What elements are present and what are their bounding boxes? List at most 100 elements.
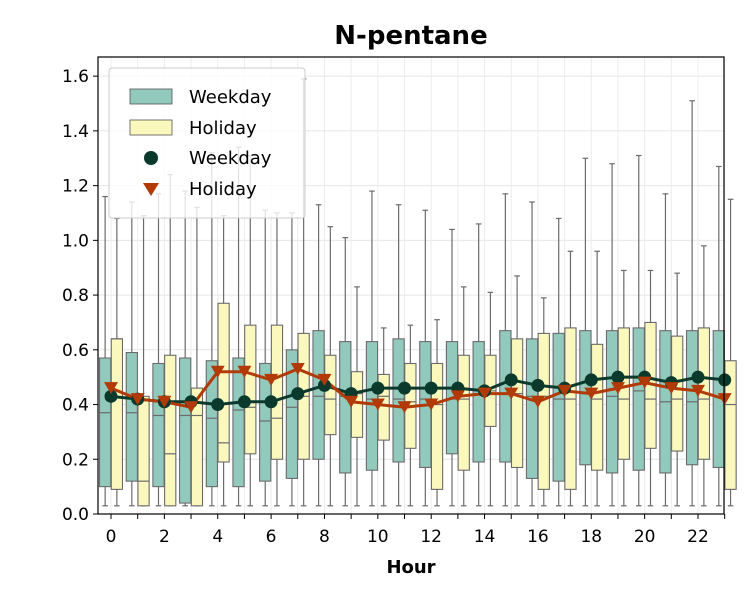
holiday-mean-point bbox=[477, 387, 492, 400]
holiday-box bbox=[324, 354, 337, 436]
y-tick-label: 0.2 bbox=[62, 450, 89, 470]
holiday-box bbox=[671, 335, 684, 452]
holiday-box-hour bbox=[457, 286, 470, 507]
holiday-box bbox=[164, 354, 177, 507]
holiday-box bbox=[217, 302, 230, 463]
holiday-box bbox=[564, 327, 577, 490]
y-tick-label: 0.0 bbox=[62, 505, 89, 525]
weekday-box-hour bbox=[419, 209, 432, 507]
holiday-mean-point bbox=[424, 398, 439, 411]
holiday-mean-point bbox=[664, 382, 679, 395]
weekday-box-hour bbox=[179, 190, 192, 507]
weekday-box-hour bbox=[339, 237, 352, 507]
holiday-mean-point bbox=[450, 390, 465, 403]
holiday-box bbox=[457, 354, 470, 471]
y-tick-label: 1.0 bbox=[62, 231, 89, 251]
x-tick-label: 2 bbox=[159, 527, 170, 547]
holiday-box-hour bbox=[190, 206, 204, 507]
x-tick-label: 8 bbox=[319, 527, 330, 547]
holiday-mean-line bbox=[110, 367, 726, 409]
holiday-mean-point bbox=[130, 393, 145, 406]
y-tick-label: 1.6 bbox=[62, 67, 89, 87]
weekday-box-hour bbox=[685, 100, 699, 507]
weekday-mean-point bbox=[291, 387, 305, 401]
weekday-box-hour bbox=[259, 209, 272, 507]
weekday-mean-point bbox=[611, 370, 625, 384]
holiday-box bbox=[430, 362, 444, 490]
holiday-box-hour bbox=[377, 327, 390, 507]
holiday-box-hour bbox=[724, 198, 737, 507]
weekday-box bbox=[472, 341, 485, 463]
holiday-box bbox=[350, 371, 364, 438]
weekday-box-hour bbox=[712, 165, 725, 507]
weekday-box bbox=[579, 330, 592, 466]
weekday-box-hour bbox=[125, 201, 138, 507]
holiday-box bbox=[137, 395, 150, 507]
holiday-box-hour bbox=[644, 269, 657, 507]
legend-holiday-marker bbox=[143, 183, 159, 196]
holiday-mean-point bbox=[210, 365, 225, 378]
holiday-box-hour bbox=[217, 215, 230, 507]
holiday-box-hour bbox=[564, 250, 577, 507]
x-tick-label: 6 bbox=[266, 527, 277, 547]
holiday-mean-point bbox=[317, 373, 332, 386]
x-axis: 0 2 4 6 8 10 12 14 16 18 20 22 bbox=[106, 514, 726, 547]
legend-weekday-box-label: Weekday bbox=[189, 87, 272, 108]
weekday-box bbox=[125, 351, 138, 482]
holiday-mean-point bbox=[557, 384, 572, 397]
holiday-mean-point bbox=[104, 382, 118, 395]
x-tick-label: 10 bbox=[367, 527, 389, 547]
weekday-box-hour bbox=[605, 163, 619, 507]
holiday-box-hour bbox=[590, 250, 604, 507]
holiday-box bbox=[244, 324, 257, 455]
weekday-box bbox=[312, 330, 325, 460]
x-tick-label: 16 bbox=[527, 527, 549, 547]
legend-holiday-box-swatch bbox=[129, 119, 173, 136]
weekday-mean-point bbox=[531, 378, 545, 392]
holiday-mean-point bbox=[530, 395, 545, 408]
holiday-box bbox=[510, 338, 524, 469]
holiday-box bbox=[190, 387, 204, 507]
weekday-mean-point bbox=[211, 398, 225, 412]
holiday-box bbox=[724, 360, 737, 490]
holiday-box-hour bbox=[484, 291, 497, 507]
holiday-box bbox=[537, 332, 550, 490]
legend-frame bbox=[108, 67, 306, 219]
weekday-box-hour bbox=[98, 195, 112, 507]
holiday-box bbox=[110, 338, 124, 490]
weekday-box bbox=[552, 332, 565, 482]
weekday-mean-point bbox=[424, 381, 438, 395]
weekday-box-hour bbox=[312, 204, 325, 507]
weekday-box bbox=[152, 362, 165, 488]
legend-holiday-box-label: Holiday bbox=[189, 118, 257, 139]
weekday-box-hour bbox=[445, 228, 459, 507]
weekday-box-hour bbox=[579, 157, 592, 507]
holiday-box-hour bbox=[430, 319, 444, 507]
holiday-box-hour bbox=[510, 275, 524, 507]
holiday-mean-point bbox=[237, 365, 252, 378]
holiday-box-hour bbox=[671, 272, 684, 507]
weekday-mean-point bbox=[371, 381, 385, 395]
weekday-box bbox=[392, 338, 405, 463]
weekday-mean-point bbox=[584, 373, 598, 387]
mean-lines bbox=[104, 362, 732, 414]
holiday-mean-point bbox=[610, 382, 625, 395]
weekday-mean-point bbox=[398, 381, 411, 395]
weekday-box-hour bbox=[365, 190, 379, 507]
holiday-box-hour bbox=[537, 297, 550, 507]
legend: Weekday Holiday Weekday Holiday bbox=[108, 67, 306, 219]
weekday-mean-point bbox=[237, 395, 251, 409]
weekday-mean-point bbox=[691, 370, 705, 384]
weekday-box bbox=[605, 330, 619, 474]
weekday-mean-point bbox=[264, 395, 278, 409]
weekday-box bbox=[232, 357, 245, 488]
holiday-mean-point bbox=[637, 376, 652, 389]
y-tick-label: 0.8 bbox=[62, 286, 89, 306]
holiday-mean-point bbox=[397, 401, 412, 414]
weekday-mean-point bbox=[104, 389, 118, 403]
x-tick-label: 18 bbox=[580, 527, 602, 547]
weekday-box bbox=[632, 327, 645, 471]
weekday-mean-point bbox=[718, 373, 732, 387]
weekday-box bbox=[179, 357, 192, 504]
